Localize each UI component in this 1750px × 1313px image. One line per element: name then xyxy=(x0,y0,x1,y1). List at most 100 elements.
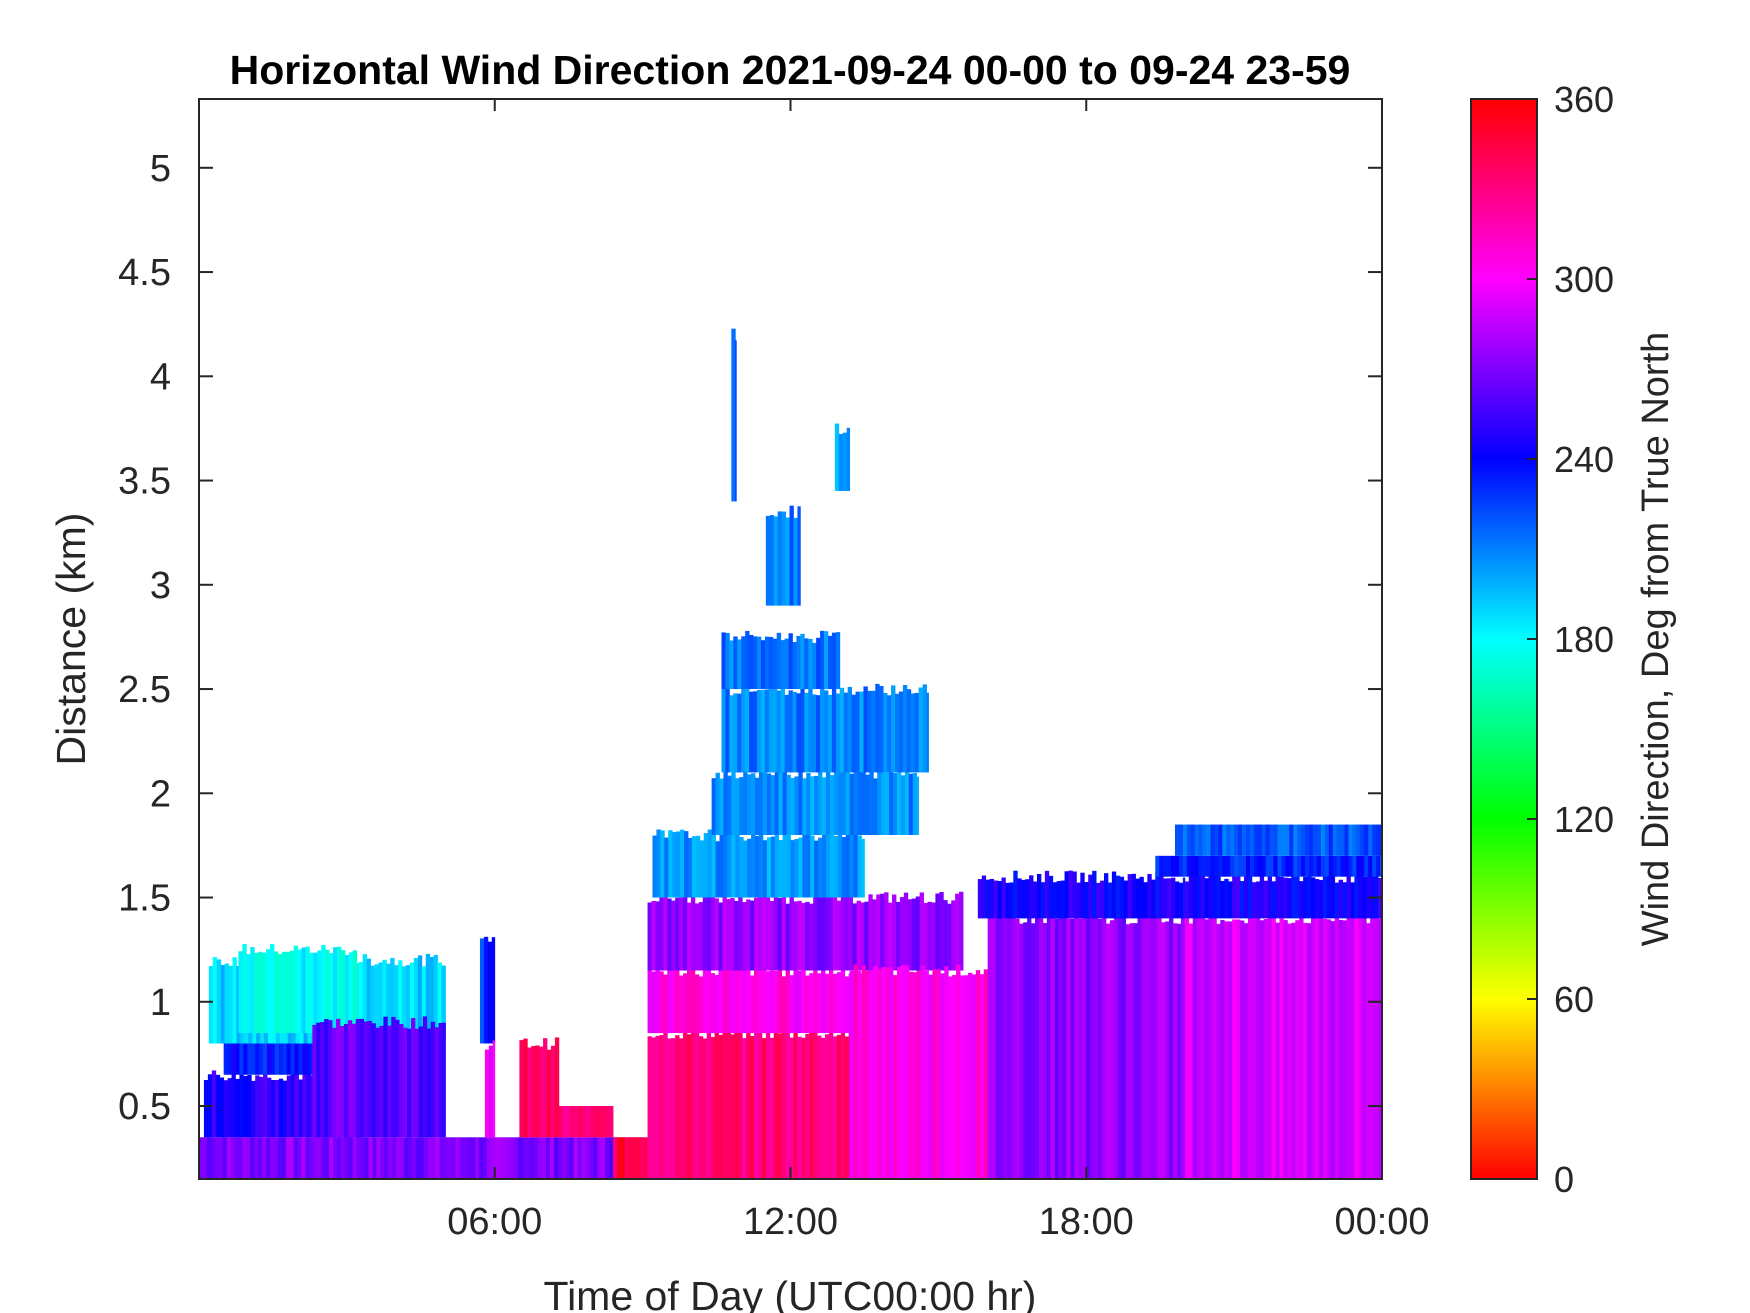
data-cell xyxy=(483,936,489,1044)
data-cell xyxy=(1011,915,1016,1179)
data-cell xyxy=(1072,871,1077,919)
data-cell xyxy=(835,632,841,690)
data-cell xyxy=(722,967,727,1034)
data-cell xyxy=(918,687,923,773)
data-cell xyxy=(814,840,819,898)
data-cell xyxy=(1245,824,1251,856)
data-cell xyxy=(1364,824,1369,856)
data-cell xyxy=(875,683,880,773)
data-cell xyxy=(734,966,739,1034)
data-cell xyxy=(247,1075,252,1138)
colorbar-label: Wind Direction, Deg from True North xyxy=(1635,332,1677,947)
data-cell xyxy=(1253,855,1259,877)
data-cell xyxy=(1336,855,1341,877)
data-cell xyxy=(1082,914,1087,1179)
data-cell xyxy=(1312,855,1318,877)
data-cell xyxy=(877,968,882,1179)
data-cell xyxy=(836,900,842,971)
data-cell xyxy=(1342,882,1347,919)
data-cell xyxy=(856,900,861,971)
data-cell xyxy=(845,771,851,835)
data-cell xyxy=(690,968,696,1034)
data-cell xyxy=(519,1040,524,1138)
data-cell xyxy=(1336,824,1341,856)
data-cell xyxy=(266,1137,271,1179)
data-cell xyxy=(222,1137,227,1179)
data-cell xyxy=(754,897,759,971)
data-cell xyxy=(839,687,845,773)
data-cell xyxy=(1064,871,1069,919)
data-cell xyxy=(801,902,806,971)
data-cell xyxy=(262,1137,267,1179)
data-cell xyxy=(1299,917,1304,1179)
data-cell xyxy=(1318,912,1324,1179)
data-cell xyxy=(282,1043,288,1075)
data-cell xyxy=(769,1037,775,1179)
data-cell xyxy=(281,1137,287,1179)
data-cell xyxy=(386,963,391,1044)
data-cell xyxy=(546,1137,551,1179)
data-cell xyxy=(255,1075,260,1138)
data-cell xyxy=(235,1043,240,1075)
data-cell xyxy=(1358,914,1363,1179)
data-cell xyxy=(686,1034,692,1179)
data-cell xyxy=(1224,921,1229,1179)
data-cell xyxy=(1277,855,1282,877)
data-cell xyxy=(1208,916,1213,1179)
data-cell xyxy=(243,1043,248,1075)
data-cell xyxy=(430,1021,436,1138)
data-cell xyxy=(1050,916,1056,1179)
data-region xyxy=(558,1106,614,1138)
data-cell xyxy=(1190,824,1196,856)
data-cell xyxy=(908,773,914,835)
data-cell xyxy=(747,838,752,898)
data-cell xyxy=(1303,876,1308,919)
data-cell xyxy=(745,630,750,690)
data-cell xyxy=(1261,824,1267,856)
data-cell xyxy=(873,965,878,1179)
data-cell xyxy=(824,631,829,690)
data-cell xyxy=(482,1137,488,1179)
data-cell xyxy=(778,766,784,835)
data-cell xyxy=(853,769,858,835)
data-cell xyxy=(659,971,664,1034)
data-cell xyxy=(620,1137,626,1179)
data-cell xyxy=(542,1137,547,1179)
data-cell xyxy=(675,1035,680,1179)
data-cell xyxy=(889,967,894,1179)
data-cell xyxy=(679,897,684,971)
data-cell xyxy=(711,778,716,835)
data-cell xyxy=(1003,912,1008,1179)
data-cell xyxy=(1364,855,1369,877)
data-cell xyxy=(738,892,743,971)
data-cell xyxy=(780,684,785,773)
data-cell xyxy=(273,951,279,1034)
data-cell xyxy=(738,969,743,1034)
data-cell xyxy=(907,899,913,971)
data-cell xyxy=(1171,877,1176,919)
data-cell xyxy=(1224,878,1229,919)
data-cell xyxy=(848,1027,851,1179)
data-cell xyxy=(285,951,291,1034)
data-cell xyxy=(1297,824,1302,856)
data-cell xyxy=(808,687,813,773)
data-cell xyxy=(772,683,778,773)
data-cell xyxy=(523,1038,528,1138)
plot-area xyxy=(199,328,1382,1179)
data-cell xyxy=(926,692,929,773)
data-cell xyxy=(790,777,795,835)
data-cell xyxy=(442,1022,446,1138)
data-cell xyxy=(710,1036,715,1179)
x-tick-label: 00:00 xyxy=(1334,1201,1429,1243)
data-region xyxy=(613,1137,648,1179)
data-cell xyxy=(714,898,719,971)
data-cell xyxy=(820,630,825,690)
data-cell xyxy=(789,1037,794,1179)
y-tick-label: 1.5 xyxy=(118,878,171,920)
data-cell xyxy=(336,1018,341,1138)
data-cell xyxy=(337,1137,342,1179)
data-cell xyxy=(903,892,909,971)
data-cell xyxy=(741,636,746,690)
data-cell xyxy=(278,1043,284,1075)
data-cell xyxy=(885,772,890,835)
